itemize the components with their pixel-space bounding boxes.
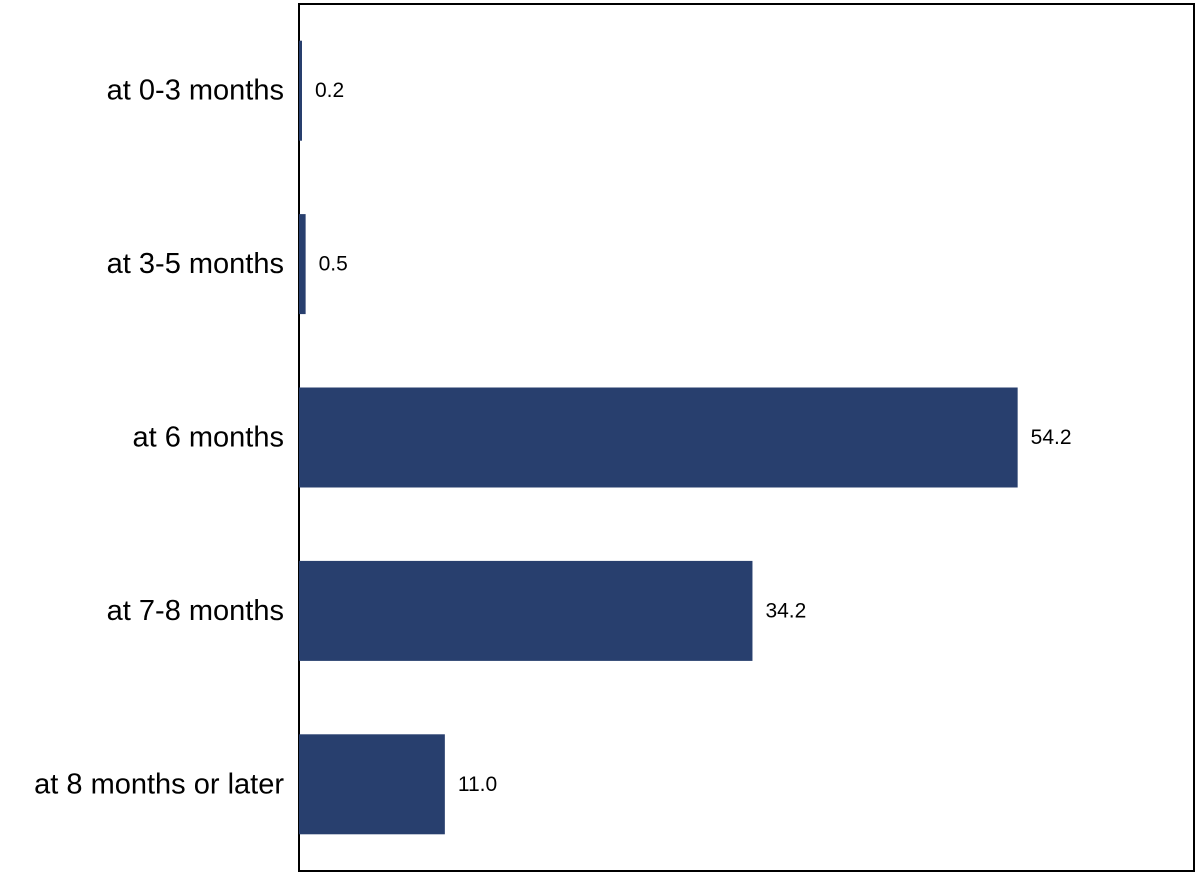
category-label-at-8-months-or-later: at 8 months or later xyxy=(34,768,284,800)
bar-at-8-months-or-later xyxy=(299,734,445,835)
value-label-at-6-months: 54.2 xyxy=(1031,426,1072,449)
category-label-at-7-8-months: at 7-8 months xyxy=(107,595,284,627)
value-label-at-3-5-months: 0.5 xyxy=(319,253,348,276)
bar-at-3-5-months xyxy=(299,214,306,315)
value-label-at-0-3-months: 0.2 xyxy=(315,79,344,102)
bar-at-7-8-months xyxy=(299,560,753,661)
category-label-at-3-5-months: at 3-5 months xyxy=(107,248,284,280)
bar-at-0-3-months xyxy=(299,40,302,141)
category-label-at-0-3-months: at 0-3 months xyxy=(107,75,284,107)
category-label-at-6-months: at 6 months xyxy=(132,422,284,454)
bar-at-6-months xyxy=(299,387,1018,488)
bars-layer xyxy=(299,40,1018,835)
value-label-at-7-8-months: 34.2 xyxy=(765,599,806,622)
labels-layer: at 0-3 months 0.2 at 3-5 months 0.5 at 6 mon… xyxy=(34,75,1071,801)
value-label-at-8-months-or-later: 11.0 xyxy=(458,773,497,796)
